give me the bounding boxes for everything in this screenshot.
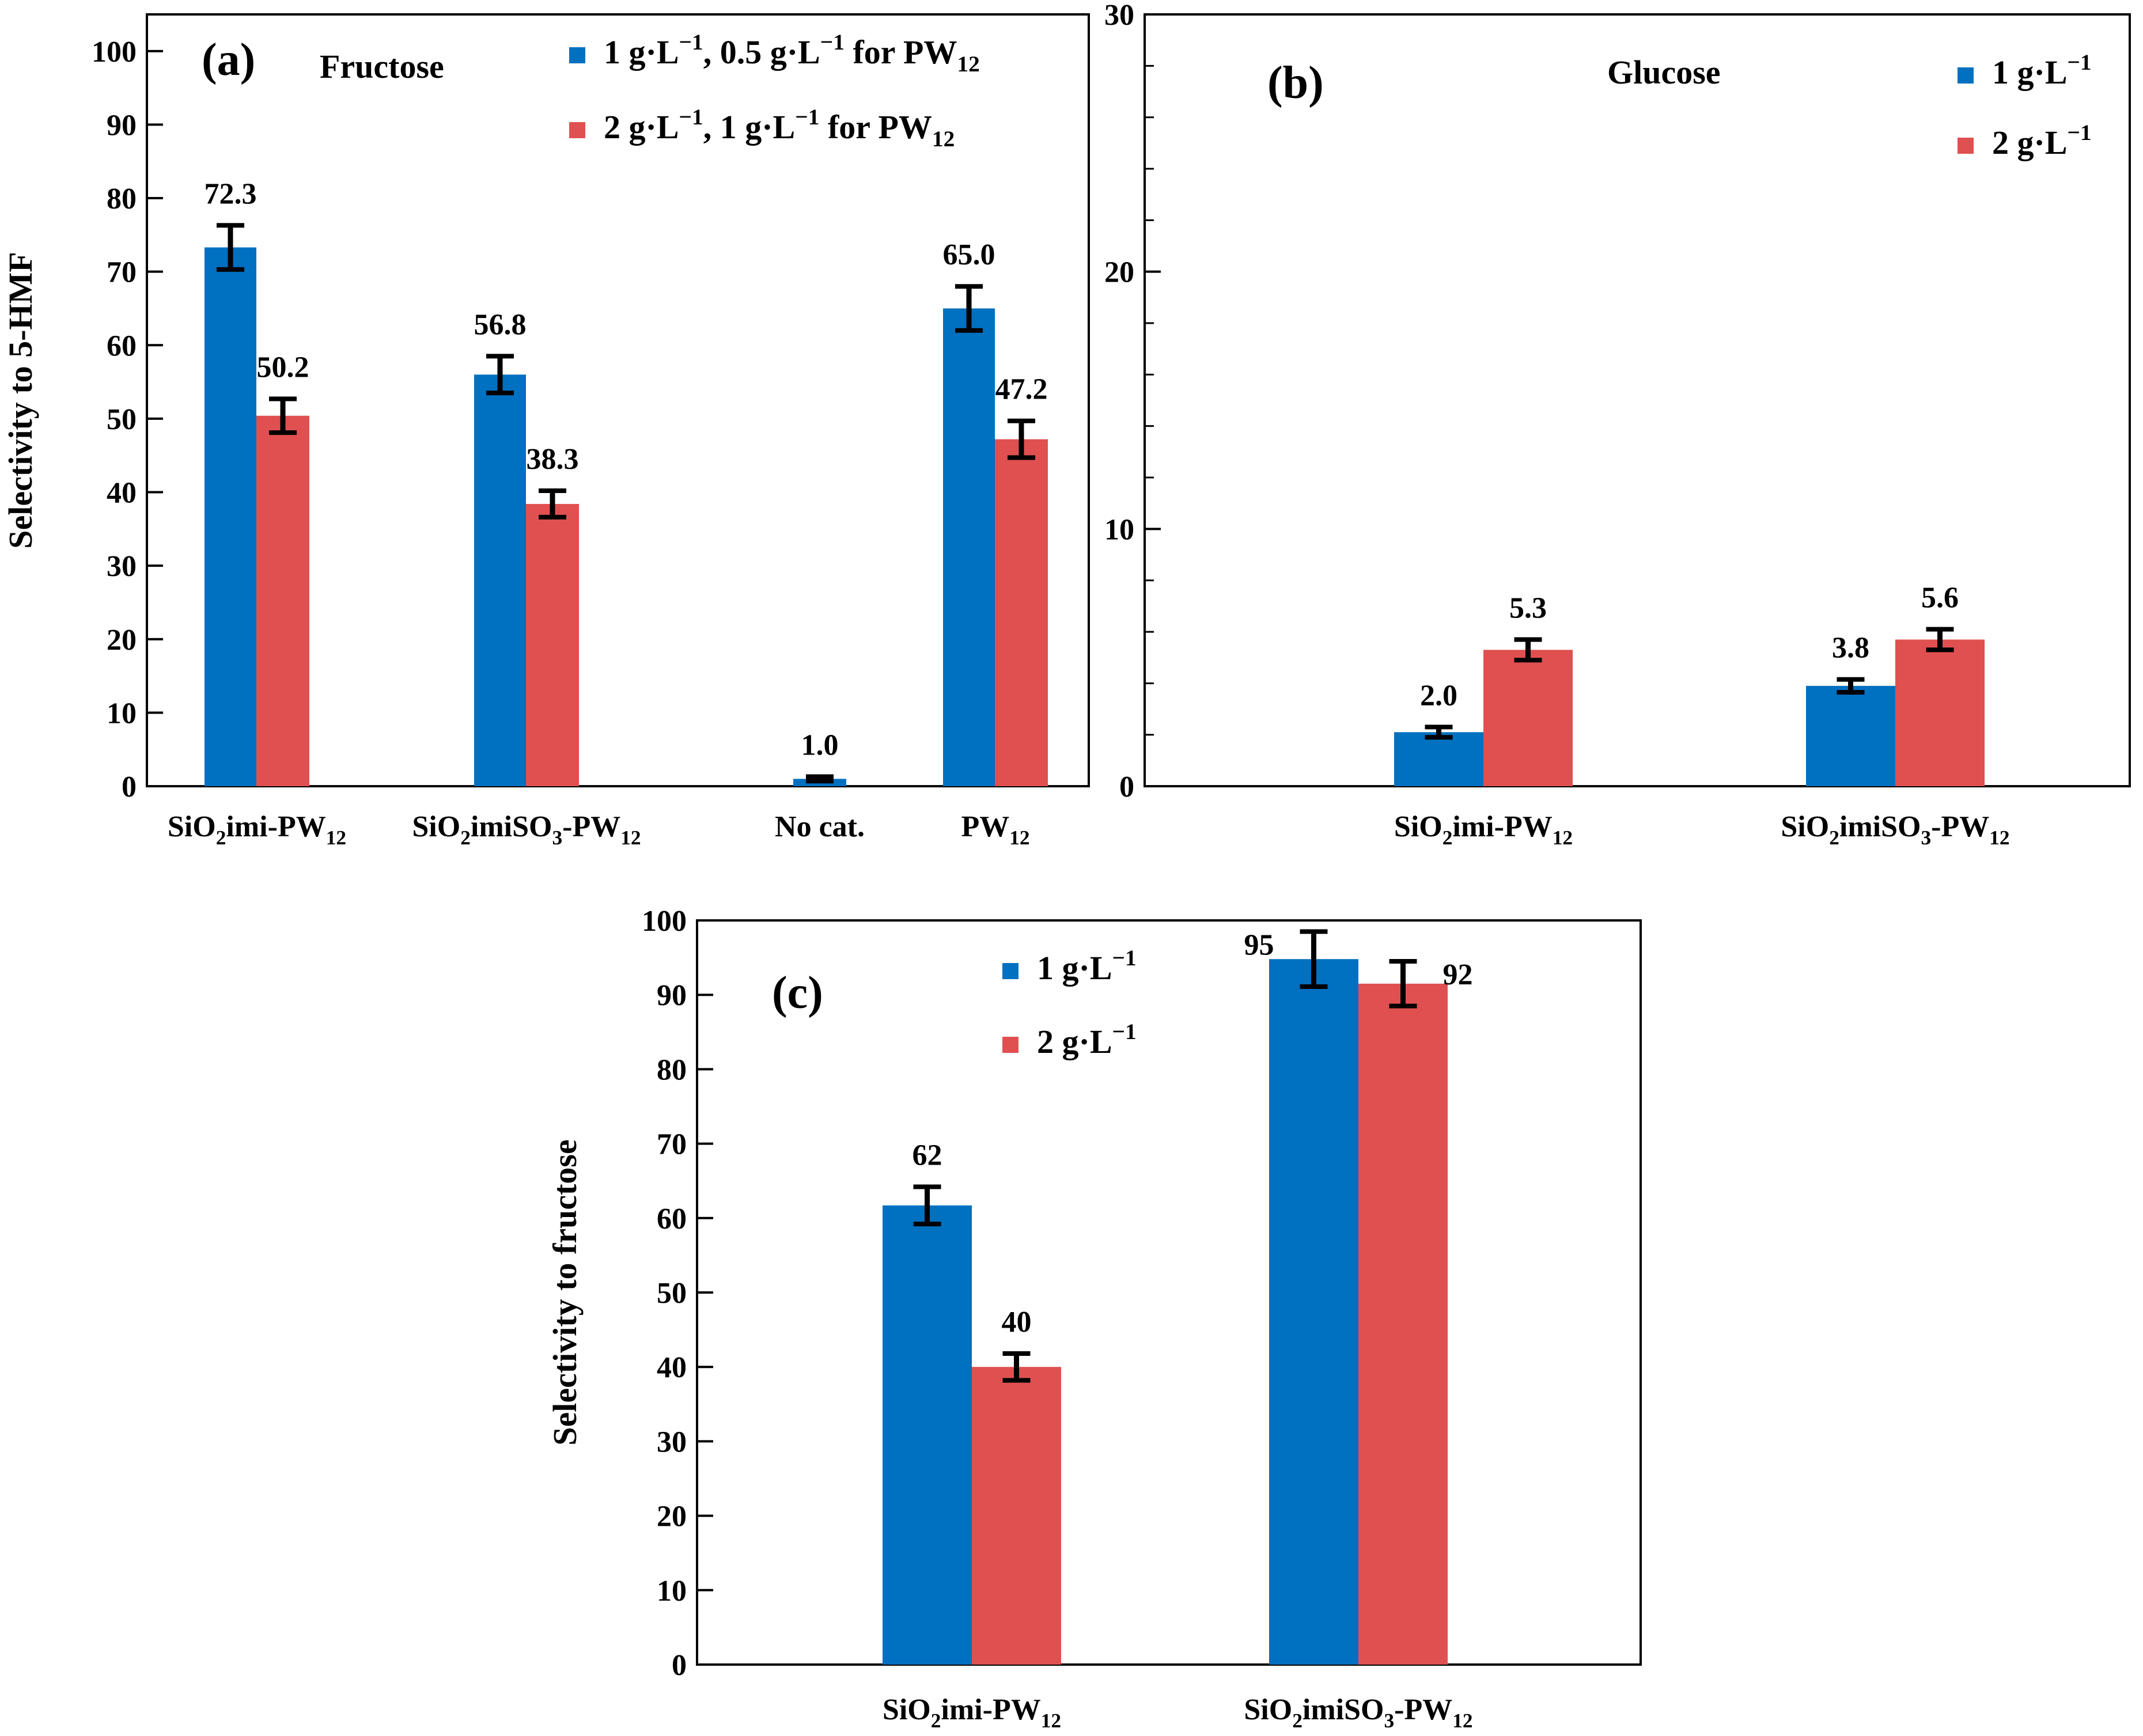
bar [1269,959,1358,1665]
y-tick-label: 70 [107,256,137,289]
panel-c: 0 10 20 30 40 50 60 70 80 90 100 Selectivity to fru… [546,905,1642,1732]
panel-b: 0 10 20 30 (b) Glucose 2.0 5.3 SiO2imi-PW12 3.8 5.… [1104,0,2131,849]
legend-swatch [1002,1037,1019,1053]
panel-label: (a) [202,35,255,85]
y-tick-label: 70 [657,1128,687,1161]
bar [1483,650,1573,786]
legend-entry: 2 g·L−1 [1992,120,2092,161]
y-tick-label: 50 [657,1277,687,1310]
legend-swatch [569,47,585,63]
y-tick-label: 30 [1104,0,1134,32]
y-tick-label: 10 [657,1575,687,1608]
y-tick-label: 40 [107,477,137,510]
bar [1895,639,1985,786]
x-tick-label: SiO2imiSO3-PW12 [1781,810,2009,849]
data-label: 56.8 [474,308,527,341]
y-tick-label: 60 [657,1203,687,1235]
bar [1358,983,1448,1665]
y-tick-label: 100 [92,36,137,69]
y-tick-label: 10 [107,697,137,730]
chart-title: Glucose [1607,54,1721,91]
legend-swatch [1958,67,1974,84]
data-label: 5.6 [1921,582,1959,615]
data-label: 47.2 [995,373,1048,406]
x-tick-label: No cat. [775,810,865,843]
x-tick-label: SiO2imiSO3-PW12 [412,810,641,849]
bar [474,374,526,786]
x-tick-label: SiO2imiSO3-PW12 [1244,1693,1472,1732]
bar [883,1205,972,1665]
y-tick-label: 10 [1104,513,1134,546]
data-label: 40 [1002,1306,1032,1339]
data-label: 72.3 [205,177,257,210]
bar [1394,732,1483,786]
bar [205,247,256,786]
data-label: 2.0 [1420,679,1457,712]
data-label: 3.8 [1832,632,1869,665]
y-tick-label: 60 [107,329,137,362]
y-axis-label: Selectivity to 5-HMF [2,252,39,548]
plot-frame [1144,13,2131,787]
y-tick-label: 80 [657,1053,687,1086]
data-label: 38.3 [527,443,579,476]
y-tick-label: 20 [107,624,137,657]
legend-entry: 2 g·L−1, 1 g·L−1 for PW12 [604,104,955,151]
y-tick-label: 90 [107,109,137,142]
y-tick-label: 40 [657,1351,687,1384]
legend-swatch [1958,138,1974,154]
plot-frame [146,13,1090,787]
y-tick-label: 100 [642,905,687,938]
legend-entry: 2 g·L−1 [1037,1019,1137,1060]
legend-swatch [569,122,585,138]
data-label: 92 [1443,958,1473,991]
y-tick-label: 0 [672,1649,687,1682]
data-label: 5.3 [1509,592,1547,624]
y-tick-label: 50 [107,403,137,436]
y-tick-label: 20 [1104,256,1134,289]
y-tick-label: 0 [122,771,137,803]
bar [526,503,579,786]
y-axis-label: Selectivity to fructose [546,1139,584,1445]
data-label: 1.0 [801,729,839,761]
data-label: 95 [1244,928,1274,961]
data-label: 62 [913,1139,942,1172]
bar [1806,685,1895,786]
chart-title: Fructose [320,48,444,85]
x-tick-label: SiO2imi-PW12 [1394,810,1573,849]
panel-label: (b) [1267,58,1324,108]
bar [972,1367,1061,1665]
x-tick-label: PW12 [961,810,1029,849]
bar [943,308,995,786]
data-label: 50.2 [257,351,309,384]
legend-entry: 1 g·L−1 [1992,50,2092,91]
y-tick-label: 30 [657,1426,687,1458]
y-tick-label: 20 [657,1500,687,1533]
y-tick-label: 0 [1119,771,1134,803]
legend-swatch [1002,963,1019,979]
bar [995,439,1048,786]
y-tick-label: 30 [107,550,137,583]
x-tick-label: SiO2imi-PW12 [883,1693,1061,1732]
x-tick-label: SiO2imi-PW12 [168,810,346,849]
legend-entry: 1 g·L−1 [1037,945,1137,987]
legend-entry: 1 g·L−1, 0.5 g·L−1 for PW12 [604,29,980,77]
data-label: 65.0 [943,238,995,271]
y-tick-label: 80 [107,183,137,215]
bar [256,415,309,786]
panel-a: 0 10 20 30 40 50 60 70 80 90 100 Selectivity to 5-H… [2,13,1090,849]
panel-label: (c) [772,968,823,1018]
y-tick-label: 90 [657,979,687,1012]
